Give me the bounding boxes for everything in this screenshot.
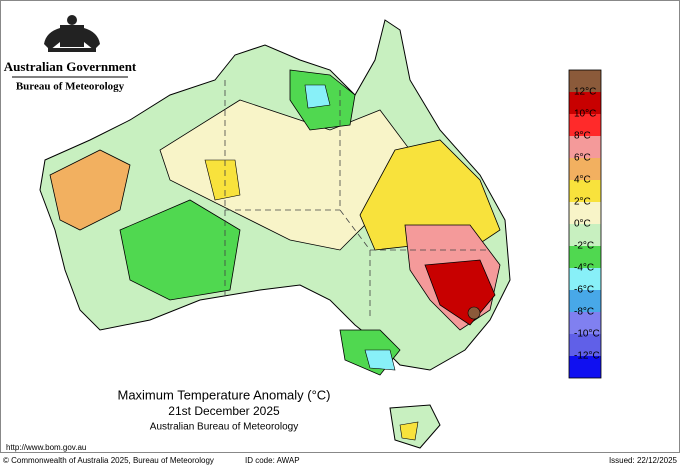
legend-label: -8°C xyxy=(574,307,594,318)
legend-label: -2°C xyxy=(574,241,594,252)
legend-swatch xyxy=(569,224,601,246)
header-subtitle: Bureau of Meteorology xyxy=(16,81,125,93)
legend-label: -12°C xyxy=(574,351,600,362)
footer-copyright: © Commonwealth of Australia 2025, Bureau… xyxy=(3,456,214,465)
legend-swatch xyxy=(569,136,601,158)
legend-swatch xyxy=(569,158,601,180)
legend-label: 4°C xyxy=(574,175,591,186)
caption-source: Australian Bureau of Meteorology xyxy=(150,422,298,433)
crest xyxy=(44,15,100,52)
footer-issued: Issued: 22/12/2025 xyxy=(609,456,678,465)
header-title: Australian Government xyxy=(4,59,137,74)
caption-date: 21st December 2025 xyxy=(168,404,280,418)
legend-swatch xyxy=(569,290,601,312)
legend-label: -6°C xyxy=(574,285,594,296)
footer-url: http://www.bom.gov.au xyxy=(6,443,86,452)
legend-label: 10°C xyxy=(574,109,596,120)
legend-swatch xyxy=(569,334,601,356)
legend-swatch xyxy=(569,268,601,290)
legend-label: -4°C xyxy=(574,263,594,274)
legend-label: 8°C xyxy=(574,131,591,142)
legend-label: 2°C xyxy=(574,197,591,208)
legend-swatch xyxy=(569,114,601,136)
footer-id-code: ID code: AWAP xyxy=(245,456,300,465)
legend-swatch xyxy=(569,246,601,268)
legend-label: 6°C xyxy=(574,153,591,164)
legend-swatch xyxy=(569,92,601,114)
legend-label: 12°C xyxy=(574,87,596,98)
legend: 12°C 10°C 8°C 6°C 4°C 2°C 0°C -2°C -4°C -6°C -8°C -… xyxy=(568,69,602,379)
legend-label: 0°C xyxy=(574,219,591,230)
caption-title: Maximum Temperature Anomaly (°C) xyxy=(117,387,330,402)
legend-swatch xyxy=(569,202,601,224)
legend-swatch xyxy=(569,312,601,334)
australia-map xyxy=(39,19,511,449)
legend-swatch xyxy=(569,70,601,92)
legend-label: -10°C xyxy=(574,329,600,340)
legend-swatch xyxy=(569,180,601,202)
legend-border xyxy=(568,69,602,379)
legend-swatch xyxy=(569,356,601,378)
